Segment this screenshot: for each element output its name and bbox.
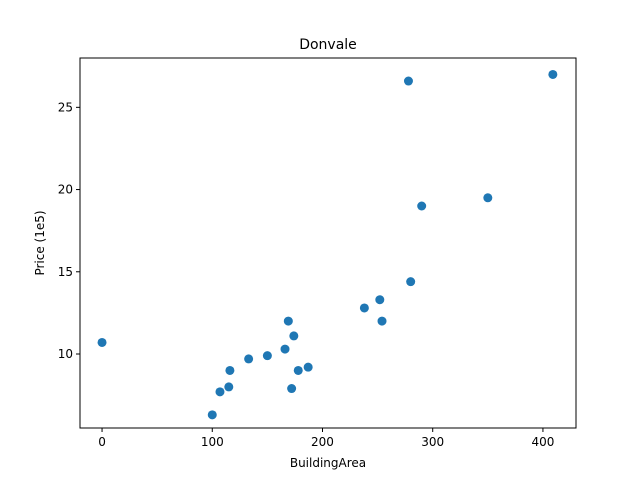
plot-frame	[79, 57, 577, 429]
y-tick-label: 25	[58, 100, 73, 114]
data-point	[283, 316, 293, 326]
data-point	[97, 337, 107, 347]
data-point	[377, 316, 387, 326]
points-layer	[97, 69, 558, 420]
data-point	[215, 387, 225, 397]
data-point	[406, 277, 416, 287]
data-point	[224, 382, 234, 392]
data-point	[287, 384, 297, 394]
data-point	[359, 303, 369, 313]
data-point	[403, 76, 413, 86]
data-point	[262, 351, 272, 361]
y-axis-ticks: 10 15 20 25	[58, 100, 80, 361]
data-point	[483, 193, 493, 203]
x-tick-label: 100	[201, 435, 224, 449]
data-point	[548, 69, 558, 79]
data-point	[289, 331, 299, 341]
y-tick-label: 20	[58, 183, 73, 197]
y-axis-label: Price (1e5)	[33, 210, 47, 275]
data-point	[417, 201, 427, 211]
x-axis-ticks: 0 100 200 300 400	[98, 428, 554, 449]
data-point	[207, 410, 217, 420]
y-tick-label: 10	[58, 347, 73, 361]
data-point	[225, 365, 235, 375]
data-point	[303, 362, 313, 372]
x-tick-label: 0	[98, 435, 106, 449]
data-point	[293, 365, 303, 375]
data-point	[375, 295, 385, 305]
x-tick-label: 200	[311, 435, 334, 449]
data-point	[244, 354, 254, 364]
y-tick-label: 15	[58, 265, 73, 279]
x-axis-label: BuildingArea	[290, 456, 366, 470]
x-tick-label: 300	[421, 435, 444, 449]
chart-title: Donvale	[299, 37, 357, 53]
x-tick-label: 400	[531, 435, 554, 449]
data-point	[280, 344, 290, 354]
